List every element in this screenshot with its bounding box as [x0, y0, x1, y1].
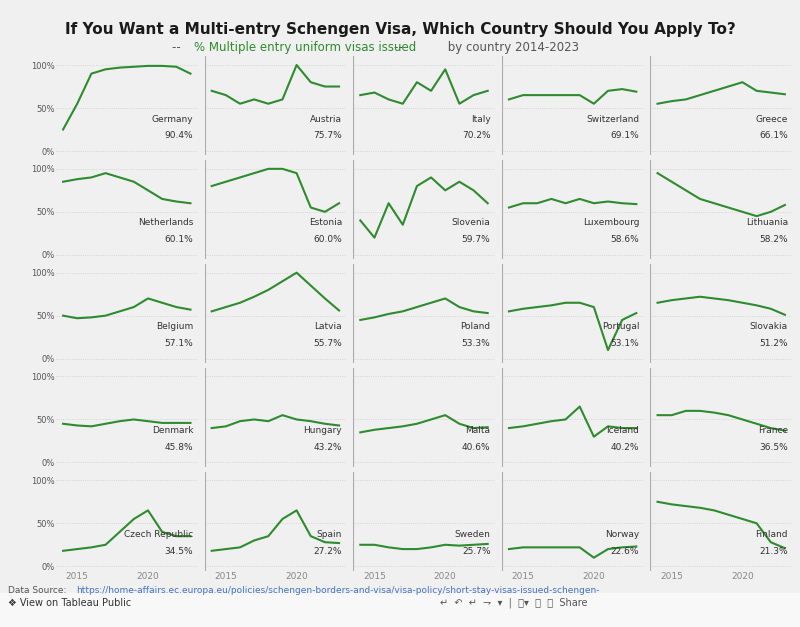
Text: 22.6%: 22.6%	[610, 547, 639, 556]
Text: 53.1%: 53.1%	[610, 339, 639, 348]
Text: 69.1%: 69.1%	[610, 132, 639, 140]
Text: --: --	[394, 41, 406, 54]
Text: France: France	[758, 426, 788, 435]
Text: Sweden: Sweden	[454, 530, 490, 539]
Text: 60.0%: 60.0%	[313, 235, 342, 245]
Text: 51.2%: 51.2%	[759, 339, 788, 348]
Text: If You Want a Multi-entry Schengen Visa, Which Country Should You Apply To?: If You Want a Multi-entry Schengen Visa,…	[65, 22, 735, 37]
Text: Czech Republic: Czech Republic	[124, 530, 194, 539]
Text: Iceland: Iceland	[606, 426, 639, 435]
Text: by country 2014-2023: by country 2014-2023	[444, 41, 579, 54]
Text: Netherlands: Netherlands	[138, 218, 194, 228]
Text: Switzerland: Switzerland	[586, 115, 639, 124]
Text: % Multiple entry uniform visas issued: % Multiple entry uniform visas issued	[194, 41, 416, 54]
Text: ↵  ↶  ↵  ⇁  ▾  |  ⭳▾  ⬜  ⛗  Share: ↵ ↶ ↵ ⇁ ▾ | ⭳▾ ⬜ ⛗ Share	[440, 598, 587, 608]
Text: Greece: Greece	[755, 115, 788, 124]
Text: Denmark: Denmark	[152, 426, 194, 435]
Text: Slovakia: Slovakia	[750, 322, 788, 331]
Text: Estonia: Estonia	[309, 218, 342, 228]
Text: 66.1%: 66.1%	[759, 132, 788, 140]
Text: 34.5%: 34.5%	[165, 547, 194, 556]
Text: 40.2%: 40.2%	[610, 443, 639, 452]
Text: 40.6%: 40.6%	[462, 443, 490, 452]
Text: Hungary: Hungary	[303, 426, 342, 435]
Text: 36.5%: 36.5%	[759, 443, 788, 452]
Text: 90.4%: 90.4%	[165, 132, 194, 140]
Text: Latvia: Latvia	[314, 322, 342, 331]
Text: 55.7%: 55.7%	[313, 339, 342, 348]
Text: 53.3%: 53.3%	[462, 339, 490, 348]
Text: Germany: Germany	[152, 115, 194, 124]
Text: 59.7%: 59.7%	[462, 235, 490, 245]
Text: https://home-affairs.ec.europa.eu/policies/schengen-borders-and-visa/visa-policy: https://home-affairs.ec.europa.eu/polici…	[76, 586, 599, 595]
Text: 60.1%: 60.1%	[165, 235, 194, 245]
Text: Italy: Italy	[470, 115, 490, 124]
Text: 43.2%: 43.2%	[314, 443, 342, 452]
Text: Norway: Norway	[605, 530, 639, 539]
Text: ❖ View on Tableau Public: ❖ View on Tableau Public	[8, 598, 131, 608]
Text: 21.3%: 21.3%	[759, 547, 788, 556]
Text: Portugal: Portugal	[602, 322, 639, 331]
Text: Lithuania: Lithuania	[746, 218, 788, 228]
Text: Austria: Austria	[310, 115, 342, 124]
Text: 75.7%: 75.7%	[313, 132, 342, 140]
Text: 58.6%: 58.6%	[610, 235, 639, 245]
Text: Data Source:: Data Source:	[8, 586, 70, 595]
Text: 25.7%: 25.7%	[462, 547, 490, 556]
Text: Spain: Spain	[317, 530, 342, 539]
Text: 58.2%: 58.2%	[759, 235, 788, 245]
Text: --: --	[172, 41, 185, 54]
Text: Poland: Poland	[460, 322, 490, 331]
Text: Belgium: Belgium	[156, 322, 194, 331]
Text: Slovenia: Slovenia	[452, 218, 490, 228]
Text: Luxembourg: Luxembourg	[582, 218, 639, 228]
Text: 70.2%: 70.2%	[462, 132, 490, 140]
Text: 27.2%: 27.2%	[314, 547, 342, 556]
Text: 45.8%: 45.8%	[165, 443, 194, 452]
Text: Malta: Malta	[466, 426, 490, 435]
Text: Finland: Finland	[755, 530, 788, 539]
Text: 57.1%: 57.1%	[165, 339, 194, 348]
